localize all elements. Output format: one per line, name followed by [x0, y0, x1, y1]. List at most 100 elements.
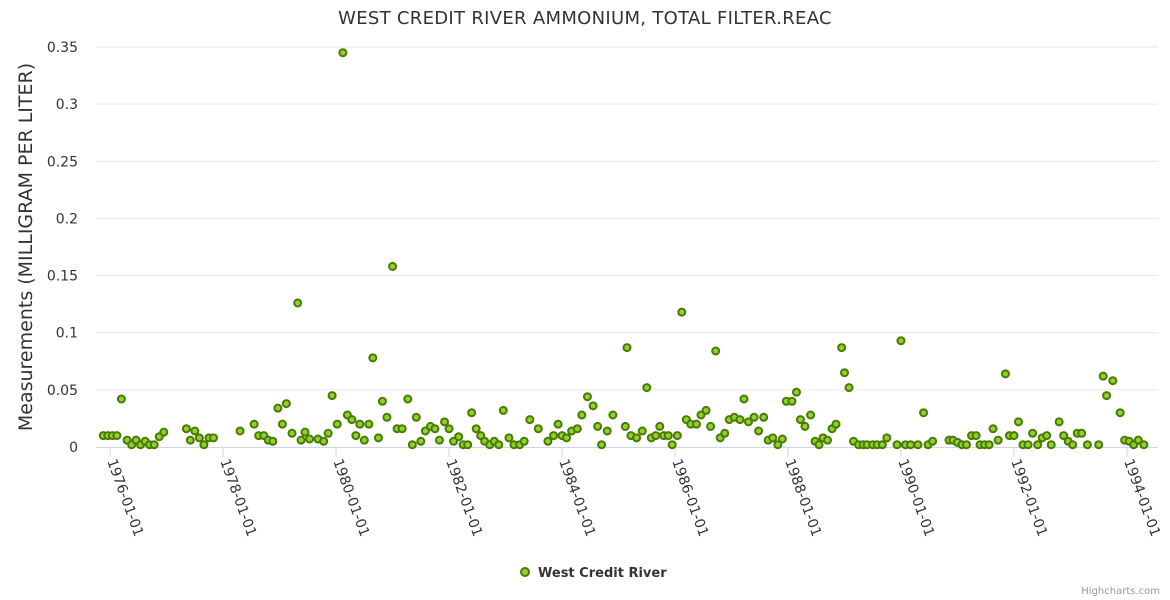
data-point[interactable]: [588, 401, 598, 411]
data-point[interactable]: [988, 424, 998, 434]
data-point[interactable]: [434, 435, 444, 445]
data-point[interactable]: [839, 368, 849, 378]
data-point[interactable]: [416, 436, 426, 446]
data-point[interactable]: [768, 433, 778, 443]
data-point[interactable]: [277, 419, 287, 429]
data-point[interactable]: [454, 432, 464, 442]
data-point[interactable]: [347, 415, 357, 425]
data-point[interactable]: [1077, 428, 1087, 438]
data-point[interactable]: [504, 433, 514, 443]
data-point[interactable]: [637, 426, 647, 436]
data-point[interactable]: [651, 431, 661, 441]
data-point[interactable]: [476, 431, 486, 441]
data-point[interactable]: [373, 433, 383, 443]
data-point[interactable]: [1068, 440, 1078, 450]
data-point[interactable]: [577, 410, 587, 420]
data-point[interactable]: [403, 394, 413, 404]
data-point[interactable]: [800, 421, 810, 431]
data-point[interactable]: [1046, 440, 1056, 450]
data-point[interactable]: [572, 424, 582, 434]
data-point[interactable]: [273, 403, 283, 413]
data-point[interactable]: [355, 419, 365, 429]
data-point[interactable]: [440, 417, 450, 427]
data-point[interactable]: [720, 428, 730, 438]
data-point[interactable]: [642, 383, 652, 393]
data-point[interactable]: [199, 440, 209, 450]
data-point[interactable]: [407, 440, 417, 450]
data-point[interactable]: [268, 436, 278, 446]
data-point[interactable]: [208, 433, 218, 443]
data-point[interactable]: [562, 433, 572, 443]
data-point[interactable]: [525, 415, 535, 425]
legend-label[interactable]: West Credit River: [538, 566, 667, 581]
data-point[interactable]: [305, 434, 315, 444]
data-point[interactable]: [1094, 440, 1104, 450]
data-point[interactable]: [1009, 431, 1019, 441]
data-point[interactable]: [281, 399, 291, 409]
data-point[interactable]: [190, 426, 200, 436]
data-point[interactable]: [795, 415, 805, 425]
data-point[interactable]: [1082, 440, 1092, 450]
data-point[interactable]: [332, 419, 342, 429]
data-point[interactable]: [463, 440, 473, 450]
data-point[interactable]: [519, 436, 529, 446]
data-point[interactable]: [1028, 428, 1038, 438]
data-point[interactable]: [1133, 435, 1143, 445]
data-point[interactable]: [319, 436, 329, 446]
data-point[interactable]: [1115, 408, 1125, 418]
data-point[interactable]: [377, 396, 387, 406]
data-point[interactable]: [249, 419, 259, 429]
data-point[interactable]: [181, 424, 191, 434]
data-point[interactable]: [787, 396, 797, 406]
data-point[interactable]: [194, 433, 204, 443]
data-point[interactable]: [735, 415, 745, 425]
legend-marker[interactable]: [520, 567, 530, 577]
data-point[interactable]: [149, 440, 159, 450]
data-point[interactable]: [112, 431, 122, 441]
data-point[interactable]: [543, 436, 553, 446]
data-point[interactable]: [287, 428, 297, 438]
data-point[interactable]: [582, 392, 592, 402]
data-point[interactable]: [993, 435, 1003, 445]
data-point[interactable]: [913, 440, 923, 450]
data-point[interactable]: [296, 435, 306, 445]
data-point[interactable]: [706, 421, 716, 431]
data-point[interactable]: [711, 346, 721, 356]
data-point[interactable]: [533, 424, 543, 434]
data-point[interactable]: [159, 427, 169, 437]
data-point[interactable]: [896, 336, 906, 346]
data-point[interactable]: [494, 440, 504, 450]
data-point[interactable]: [368, 353, 378, 363]
data-point[interactable]: [323, 428, 333, 438]
data-point[interactable]: [338, 48, 348, 58]
data-point[interactable]: [919, 408, 929, 418]
data-point[interactable]: [632, 433, 642, 443]
data-point[interactable]: [743, 417, 753, 427]
data-point[interactable]: [593, 421, 603, 431]
data-point[interactable]: [1059, 431, 1069, 441]
data-point[interactable]: [351, 431, 361, 441]
data-point[interactable]: [498, 405, 508, 415]
data-point[interactable]: [1013, 417, 1023, 427]
data-point[interactable]: [928, 436, 938, 446]
data-point[interactable]: [806, 410, 816, 420]
data-point[interactable]: [1098, 371, 1108, 381]
data-point[interactable]: [300, 427, 310, 437]
data-point[interactable]: [1042, 431, 1052, 441]
data-point[interactable]: [185, 435, 195, 445]
data-point[interactable]: [984, 440, 994, 450]
data-point[interactable]: [293, 298, 303, 308]
data-point[interactable]: [1023, 440, 1033, 450]
data-point[interactable]: [677, 307, 687, 317]
data-point[interactable]: [620, 421, 630, 431]
data-point[interactable]: [467, 408, 477, 418]
data-point[interactable]: [235, 426, 245, 436]
data-point[interactable]: [691, 419, 701, 429]
data-point[interactable]: [622, 343, 632, 353]
data-point[interactable]: [971, 431, 981, 441]
data-point[interactable]: [791, 387, 801, 397]
legend[interactable]: West Credit River: [520, 566, 667, 581]
data-point[interactable]: [430, 424, 440, 434]
data-point[interactable]: [1102, 391, 1112, 401]
data-point[interactable]: [359, 435, 369, 445]
